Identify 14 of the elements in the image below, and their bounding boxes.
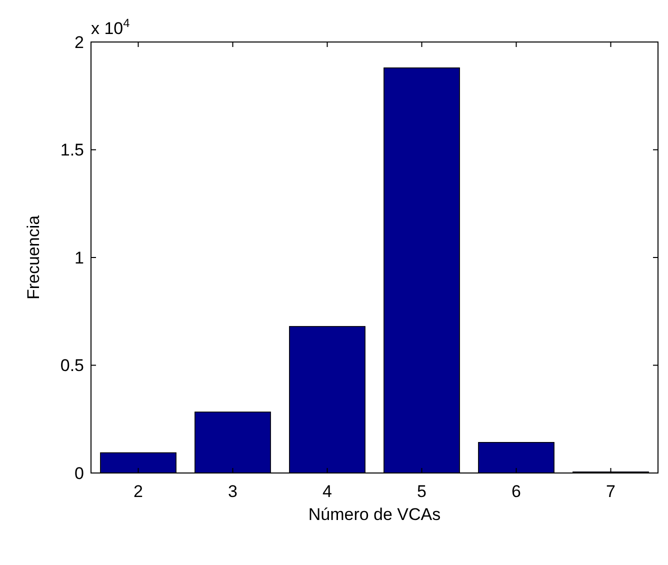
y-tick-label: 1 — [74, 248, 84, 268]
y-axis-title: Frecuencia — [24, 214, 43, 300]
x-tick-label: 6 — [512, 482, 521, 501]
x-tick-label: 4 — [322, 482, 332, 501]
x-tick-label: 3 — [228, 482, 238, 501]
x-tick-label: 7 — [606, 482, 616, 501]
x-tick-label: 5 — [417, 482, 426, 501]
y-tick-label: 0 — [74, 464, 84, 483]
x-tick-label: 2 — [134, 482, 143, 501]
x-axis-title: Número de VCAs — [308, 505, 441, 524]
y-tick-label: 0.5 — [60, 356, 84, 376]
y-tick-label: 2 — [74, 32, 84, 52]
y-tick-label: 1.5 — [60, 140, 84, 160]
text: x 10$^{4}$ — [91, 16, 130, 38]
